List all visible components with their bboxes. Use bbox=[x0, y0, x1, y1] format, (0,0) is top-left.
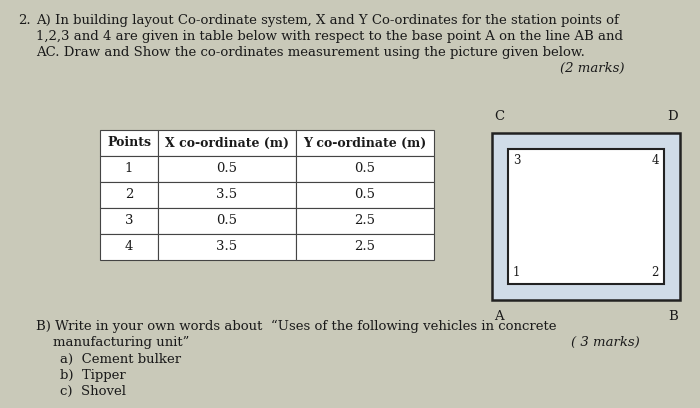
Text: c)  Shovel: c) Shovel bbox=[60, 385, 126, 398]
Text: 2: 2 bbox=[652, 266, 659, 279]
Text: AC. Draw and Show the co-ordinates measurement using the picture given below.: AC. Draw and Show the co-ordinates measu… bbox=[36, 46, 585, 59]
Bar bbox=[100, 234, 158, 260]
Text: A: A bbox=[494, 310, 503, 323]
Text: 0.5: 0.5 bbox=[216, 162, 237, 175]
Text: C: C bbox=[494, 110, 504, 123]
Text: (2 marks): (2 marks) bbox=[560, 62, 624, 75]
Bar bbox=[100, 182, 158, 208]
Text: 4: 4 bbox=[125, 240, 133, 253]
Text: 1,2,3 and 4 are given in table below with respect to the base point A on the lin: 1,2,3 and 4 are given in table below wit… bbox=[36, 30, 623, 43]
Bar bbox=[100, 208, 158, 234]
Bar bbox=[296, 182, 434, 208]
Text: 1: 1 bbox=[125, 162, 133, 175]
Text: 3: 3 bbox=[125, 215, 133, 228]
Text: 0.5: 0.5 bbox=[354, 188, 375, 202]
Text: 3.5: 3.5 bbox=[216, 188, 237, 202]
Bar bbox=[296, 234, 434, 260]
Bar bbox=[100, 156, 158, 182]
Text: manufacturing unit”: manufacturing unit” bbox=[36, 336, 190, 349]
Text: 3: 3 bbox=[513, 154, 521, 167]
Bar bbox=[158, 156, 296, 182]
Text: 2.: 2. bbox=[18, 14, 31, 27]
Text: X co-ordinate (m): X co-ordinate (m) bbox=[165, 137, 289, 149]
Text: ( 3 marks): ( 3 marks) bbox=[571, 336, 640, 349]
Bar bbox=[158, 130, 296, 156]
Text: 3.5: 3.5 bbox=[216, 240, 237, 253]
Bar bbox=[100, 130, 158, 156]
Text: 1: 1 bbox=[513, 266, 520, 279]
Text: 2: 2 bbox=[125, 188, 133, 202]
Bar bbox=[296, 156, 434, 182]
Bar bbox=[158, 208, 296, 234]
Text: 2.5: 2.5 bbox=[354, 240, 375, 253]
Text: b)  Tipper: b) Tipper bbox=[60, 369, 126, 382]
Text: A) In building layout Co-ordinate system, X and Y Co-ordinates for the station p: A) In building layout Co-ordinate system… bbox=[36, 14, 619, 27]
Bar bbox=[158, 182, 296, 208]
Text: B) Write in your own words about  “Uses of the following vehicles in concrete: B) Write in your own words about “Uses o… bbox=[36, 320, 556, 333]
Text: D: D bbox=[667, 110, 678, 123]
Bar bbox=[492, 133, 680, 300]
Bar bbox=[158, 234, 296, 260]
Text: Points: Points bbox=[107, 137, 151, 149]
Text: 0.5: 0.5 bbox=[216, 215, 237, 228]
Text: Y co-ordinate (m): Y co-ordinate (m) bbox=[303, 137, 426, 149]
Bar bbox=[296, 130, 434, 156]
Text: 0.5: 0.5 bbox=[354, 162, 375, 175]
Bar bbox=[296, 208, 434, 234]
Text: B: B bbox=[668, 310, 678, 323]
Text: a)  Cement bulker: a) Cement bulker bbox=[60, 353, 181, 366]
Text: 4: 4 bbox=[652, 154, 659, 167]
Text: 2.5: 2.5 bbox=[354, 215, 375, 228]
Bar bbox=[508, 149, 664, 284]
